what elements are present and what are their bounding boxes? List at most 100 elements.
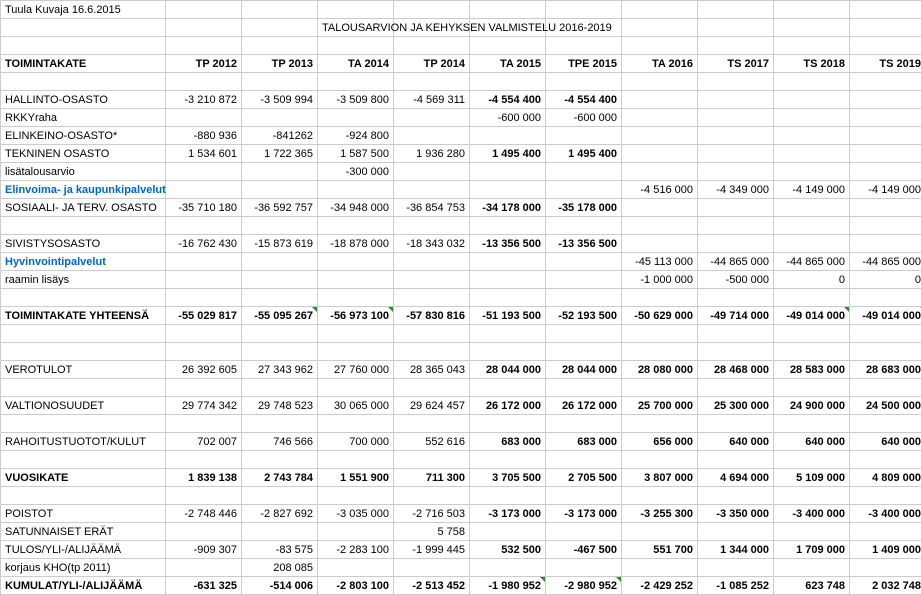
value-cell: -44 865 000: [850, 253, 921, 271]
value-cell: [698, 199, 774, 217]
empty-cell: [850, 73, 921, 91]
value-cell: [622, 127, 698, 145]
value-cell: -3 509 800: [318, 91, 394, 109]
empty-cell: [166, 289, 242, 307]
empty-cell: [850, 19, 921, 37]
value-cell: [546, 253, 622, 271]
col-header: TP 2012: [166, 55, 242, 73]
value-cell: [318, 271, 394, 289]
empty-cell: [242, 325, 318, 343]
value-cell: [622, 523, 698, 541]
empty-cell: [242, 73, 318, 91]
value-cell: [166, 253, 242, 271]
value-cell: [850, 199, 921, 217]
empty-cell: [242, 37, 318, 55]
value-cell: -3 173 000: [470, 505, 546, 523]
row-label: RAHOITUSTUOTOT/KULUT: [1, 433, 166, 451]
value-cell: 702 007: [166, 433, 242, 451]
value-cell: 640 000: [774, 433, 850, 451]
empty-cell: [698, 37, 774, 55]
empty-cell: [242, 1, 318, 19]
value-cell: 711 300: [394, 469, 470, 487]
value-cell: [546, 163, 622, 181]
value-cell: [698, 523, 774, 541]
row-label: TEKNINEN OSASTO: [1, 145, 166, 163]
value-cell: 28 365 043: [394, 361, 470, 379]
value-cell: -2 748 446: [166, 505, 242, 523]
value-cell: [546, 271, 622, 289]
empty-cell: [1, 415, 166, 433]
empty-cell: [850, 289, 921, 307]
empty-cell: [166, 343, 242, 361]
empty-cell: [546, 73, 622, 91]
value-cell: -83 575: [242, 541, 318, 559]
col-header: TA 2014: [318, 55, 394, 73]
value-cell: -909 307: [166, 541, 242, 559]
empty-cell: [850, 343, 921, 361]
value-cell: 24 900 000: [774, 397, 850, 415]
empty-cell: [166, 451, 242, 469]
value-cell: [774, 163, 850, 181]
empty-cell: [394, 487, 470, 505]
row-label: TULOS/YLI-/ALIJÄÄMÄ: [1, 541, 166, 559]
empty-cell: [166, 1, 242, 19]
value-cell: -3 509 994: [242, 91, 318, 109]
value-cell: -600 000: [546, 109, 622, 127]
value-cell: -3 400 000: [774, 505, 850, 523]
value-cell: 4 809 000: [850, 469, 921, 487]
empty-cell: [1, 37, 166, 55]
value-cell: [470, 127, 546, 145]
value-cell: -55 095 267: [242, 307, 318, 325]
value-cell: 5 758: [394, 523, 470, 541]
empty-cell: [546, 343, 622, 361]
empty-cell: [546, 415, 622, 433]
value-cell: 683 000: [546, 433, 622, 451]
value-cell: 3 807 000: [622, 469, 698, 487]
empty-cell: [242, 289, 318, 307]
empty-cell: [318, 73, 394, 91]
value-cell: [698, 91, 774, 109]
value-cell: -55 029 817: [166, 307, 242, 325]
empty-cell: [850, 415, 921, 433]
empty-cell: [622, 325, 698, 343]
value-cell: [698, 235, 774, 253]
empty-cell: [242, 19, 318, 37]
value-cell: [774, 91, 850, 109]
row-label: HALLINTO-OSASTO: [1, 91, 166, 109]
empty-cell: [318, 1, 394, 19]
empty-cell: [394, 325, 470, 343]
author-date: Tuula Kuvaja 16.6.2015: [1, 1, 166, 19]
empty-cell: [774, 415, 850, 433]
value-cell: -16 762 430: [166, 235, 242, 253]
empty-cell: [698, 415, 774, 433]
empty-cell: [394, 37, 470, 55]
empty-cell: [622, 73, 698, 91]
value-cell: -51 193 500: [470, 307, 546, 325]
value-cell: -35 178 000: [546, 199, 622, 217]
value-cell: [774, 109, 850, 127]
empty-cell: [242, 343, 318, 361]
empty-cell: [622, 451, 698, 469]
value-cell: -841262: [242, 127, 318, 145]
value-cell: [470, 163, 546, 181]
empty-cell: [850, 37, 921, 55]
value-cell: [774, 523, 850, 541]
row-label: SIVISTYSOSASTO: [1, 235, 166, 253]
value-cell: [774, 235, 850, 253]
value-cell: [546, 523, 622, 541]
value-cell: [698, 145, 774, 163]
value-cell: -18 343 032: [394, 235, 470, 253]
empty-cell: [698, 325, 774, 343]
value-cell: -1 085 252: [698, 577, 774, 595]
value-cell: -2 980 952: [546, 577, 622, 595]
value-cell: 1 587 500: [318, 145, 394, 163]
value-cell: [394, 181, 470, 199]
value-cell: [242, 523, 318, 541]
empty-cell: [166, 379, 242, 397]
value-cell: -1 999 445: [394, 541, 470, 559]
value-cell: -50 629 000: [622, 307, 698, 325]
value-cell: -631 325: [166, 577, 242, 595]
row-label: SATUNNAISET ERÄT: [1, 523, 166, 541]
empty-cell: [698, 379, 774, 397]
empty-cell: [242, 217, 318, 235]
